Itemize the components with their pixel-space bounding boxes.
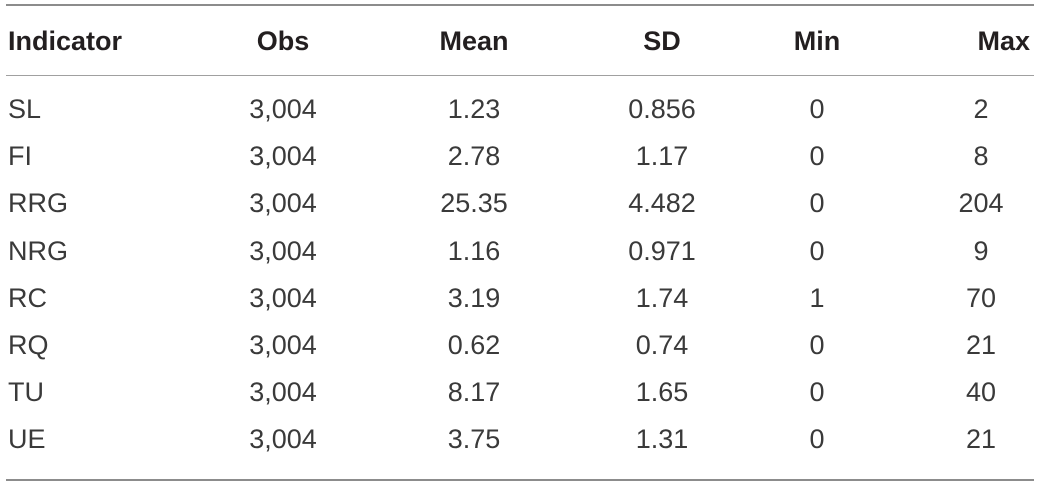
cell-mean: 1.23 [447, 94, 501, 125]
table-row: SL 3,004 1.23 0.856 0 2 [0, 76, 1040, 133]
table-row: NRG 3,004 1.16 0.971 0 9 [0, 228, 1040, 275]
cell-max: 204 [958, 188, 1004, 219]
table-row: TU 3,004 8.17 1.65 0 40 [0, 369, 1040, 416]
column-header-min: Min [793, 25, 841, 56]
cell-obs: 3,004 [249, 235, 317, 266]
cell-indicator: FI [8, 141, 32, 172]
cell-min: 0 [809, 141, 825, 172]
cell-mean: 3.19 [447, 282, 501, 313]
cell-sd: 1.74 [635, 282, 689, 313]
cell-indicator: SL [8, 94, 42, 125]
cell-obs: 3,004 [249, 377, 317, 408]
cell-min: 0 [809, 330, 825, 361]
cell-min: 0 [809, 188, 825, 219]
table-row: FI 3,004 2.78 1.17 0 8 [0, 133, 1040, 180]
cell-mean: 0.62 [447, 330, 501, 361]
cell-sd: 0.856 [628, 94, 696, 125]
cell-sd: 0.74 [635, 330, 689, 361]
cell-sd: 1.31 [635, 424, 689, 455]
cell-obs: 3,004 [249, 188, 317, 219]
table-row: RQ 3,004 0.62 0.74 0 21 [0, 322, 1040, 369]
cell-indicator: RQ [8, 330, 49, 361]
cell-indicator: TU [8, 377, 44, 408]
table-row: RC 3,004 3.19 1.74 1 70 [0, 275, 1040, 322]
cell-indicator: UE [8, 424, 46, 455]
column-header-mean: Mean [439, 25, 509, 56]
cell-min: 0 [809, 94, 825, 125]
cell-mean: 2.78 [447, 141, 501, 172]
cell-max: 21 [965, 424, 997, 455]
cell-obs: 3,004 [249, 330, 317, 361]
cell-mean: 8.17 [447, 377, 501, 408]
cell-sd: 1.65 [635, 377, 689, 408]
cell-mean: 1.16 [447, 235, 501, 266]
cell-indicator: RC [8, 282, 47, 313]
table-row: UE 3,004 3.75 1.31 0 21 [0, 416, 1040, 463]
cell-mean: 3.75 [447, 424, 501, 455]
cell-min: 0 [809, 235, 825, 266]
cell-max: 21 [965, 330, 997, 361]
column-header-indicator: Indicator [8, 25, 123, 56]
cell-indicator: RRG [8, 188, 68, 219]
cell-obs: 3,004 [249, 424, 317, 455]
cell-min: 1 [809, 282, 825, 313]
header-row: Indicator Obs Mean SD Min Max [0, 6, 1040, 76]
cell-max: 2 [973, 94, 989, 125]
cell-sd: 1.17 [635, 141, 689, 172]
cell-max: 8 [973, 141, 989, 172]
cell-max: 9 [973, 235, 989, 266]
cell-indicator: NRG [8, 235, 68, 266]
table-bottom-rule [6, 479, 1034, 481]
column-header-obs: Obs [256, 25, 310, 56]
table-body: SL 3,004 1.23 0.856 0 2 FI 3,004 2.78 1.… [0, 76, 1040, 464]
table-top-rule [6, 4, 1034, 6]
descriptive-statistics-table: Indicator Obs Mean SD Min Max SL 3,004 1… [0, 6, 1040, 464]
table-row: RRG 3,004 25.35 4.482 0 204 [0, 180, 1040, 227]
cell-mean: 25.35 [440, 188, 508, 219]
cell-min: 0 [809, 377, 825, 408]
cell-obs: 3,004 [249, 94, 317, 125]
cell-min: 0 [809, 424, 825, 455]
cell-obs: 3,004 [249, 282, 317, 313]
cell-sd: 0.971 [628, 235, 696, 266]
cell-max: 70 [965, 282, 997, 313]
cell-max: 40 [965, 377, 997, 408]
table-header: Indicator Obs Mean SD Min Max [0, 6, 1040, 76]
column-header-max: Max [977, 25, 1030, 56]
cell-obs: 3,004 [249, 141, 317, 172]
column-header-sd: SD [643, 25, 681, 56]
table-header-rule [6, 75, 1034, 76]
cell-sd: 4.482 [628, 188, 696, 219]
